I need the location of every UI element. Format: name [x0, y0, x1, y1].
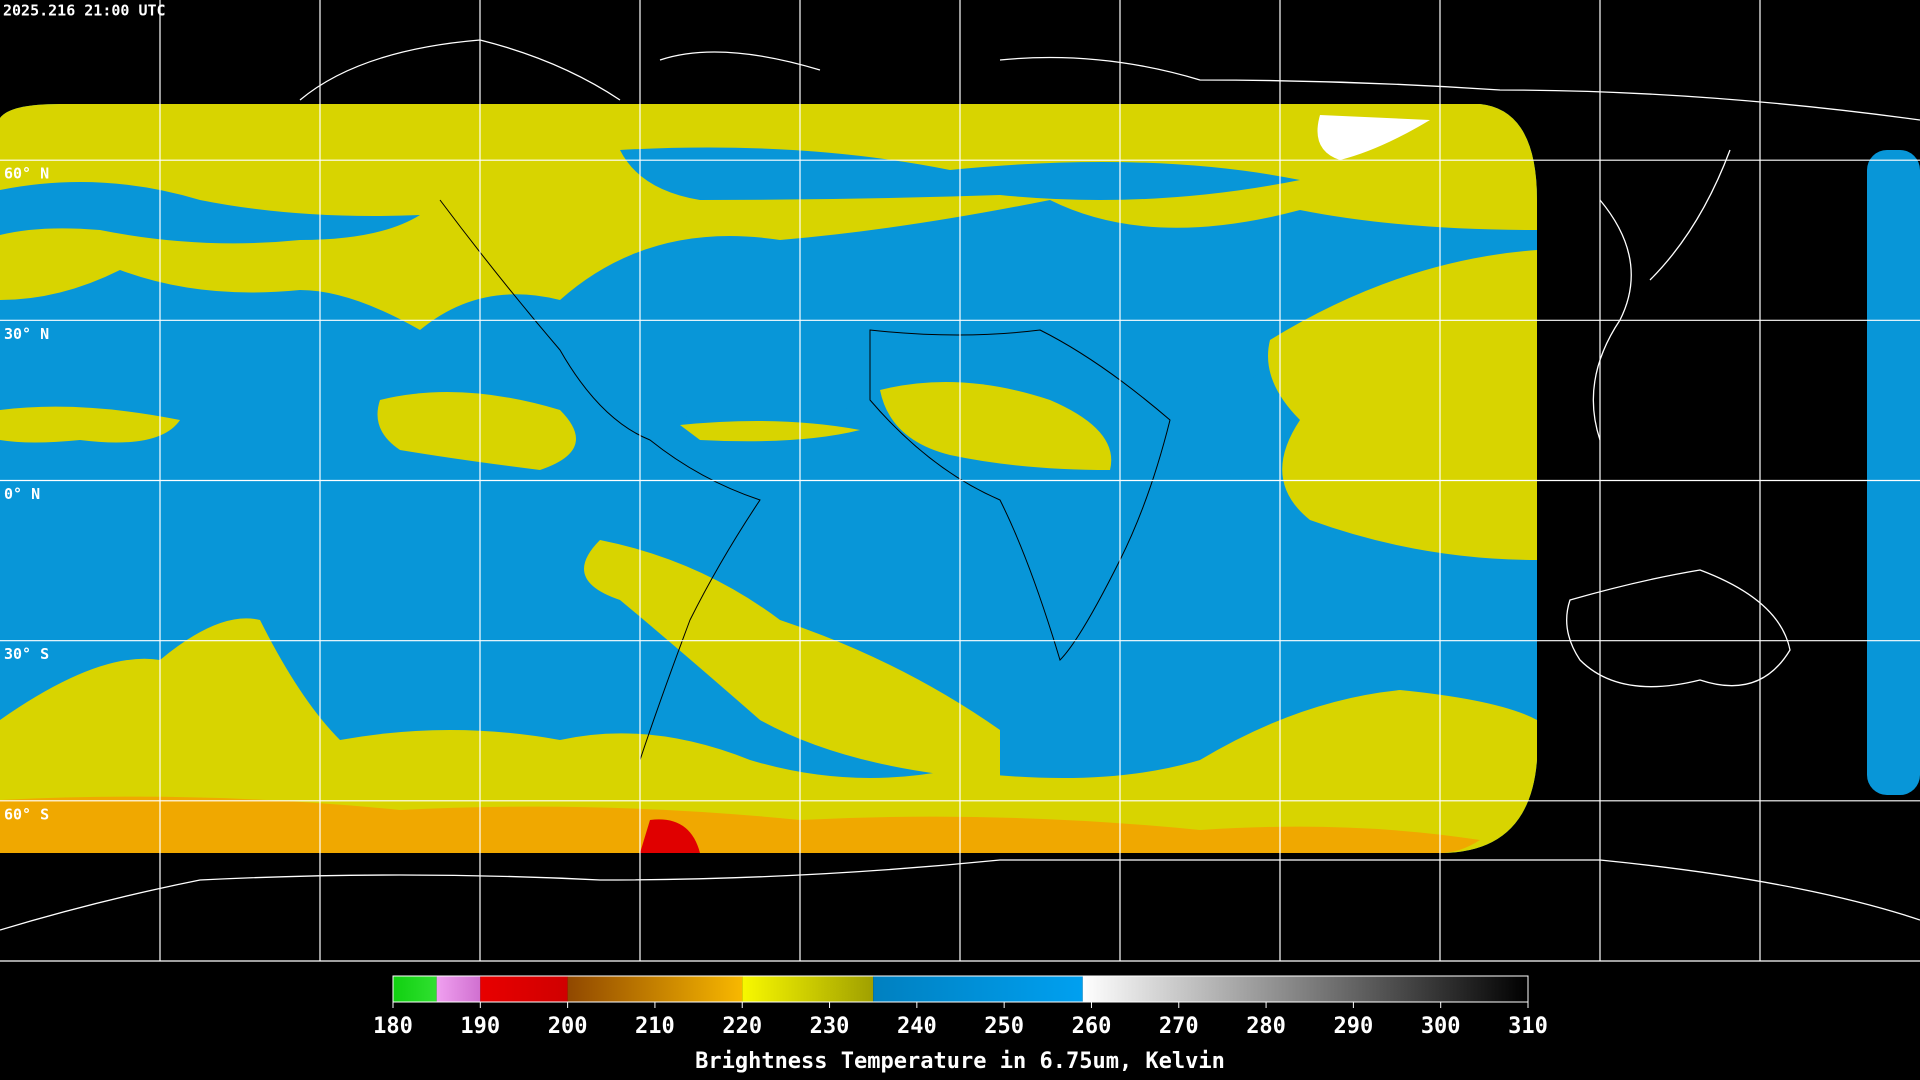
colorbar-tick-label: 250 [984, 1014, 1024, 1039]
colorbar-tick-label: 310 [1508, 1014, 1548, 1039]
colorbar-tick-label: 300 [1421, 1014, 1461, 1039]
cloud-band [1268, 250, 1537, 560]
colorbar-title: Brightness Temperature in 6.75um, Kelvin [695, 1049, 1225, 1074]
cloud-cluster [880, 382, 1112, 470]
colorbar-tick-label: 200 [548, 1014, 588, 1039]
data-region-strip [1867, 150, 1920, 795]
lat-label: 0° N [4, 485, 40, 503]
warm-spot [1317, 115, 1430, 160]
cloud-cluster [680, 421, 860, 442]
australia-coast [1566, 569, 1791, 688]
colorbar-segment [393, 976, 437, 1002]
colorbar-tick-label: 270 [1159, 1014, 1199, 1039]
lat-label: 30° S [4, 645, 49, 663]
colorbar-tick-label: 220 [722, 1014, 762, 1039]
imagery [0, 104, 1920, 853]
lat-label: 60° N [4, 165, 49, 183]
colorbar-segment [1082, 976, 1528, 1002]
cloud-cluster [0, 406, 180, 443]
colorbar-tick-label: 280 [1246, 1014, 1286, 1039]
colorbar-tick-label: 230 [810, 1014, 850, 1039]
timestamp: 2025.216 21:00 UTC [3, 2, 166, 20]
colorbar-segment [480, 976, 568, 1002]
cloud-band [0, 618, 1537, 853]
colorbar-frame [392, 975, 1529, 1003]
colorbar-segment [436, 976, 481, 1002]
colorbar-tick-label: 240 [897, 1014, 937, 1039]
americas-outline [439, 199, 761, 761]
lat-label: 60° S [4, 805, 49, 823]
cloud-cluster [377, 392, 576, 470]
colorbar-tick-label: 180 [373, 1014, 413, 1039]
dry-slot [0, 182, 420, 244]
colorbar-tick-label: 260 [1072, 1014, 1112, 1039]
antarctica-coast [0, 859, 1920, 931]
colorbar-segment [742, 976, 874, 1002]
lat-label: 30° N [4, 325, 49, 343]
colorbar-tick-label: 210 [635, 1014, 675, 1039]
cold-spot [640, 819, 700, 853]
colorbar-segment [873, 976, 1083, 1002]
cloud-band [584, 540, 1000, 780]
colorbar-segment [567, 976, 743, 1002]
cold-band [0, 796, 1480, 853]
graticule [0, 0, 1920, 962]
colorbar-tick-label: 190 [460, 1014, 500, 1039]
colorbar-tick-label: 290 [1334, 1014, 1374, 1039]
